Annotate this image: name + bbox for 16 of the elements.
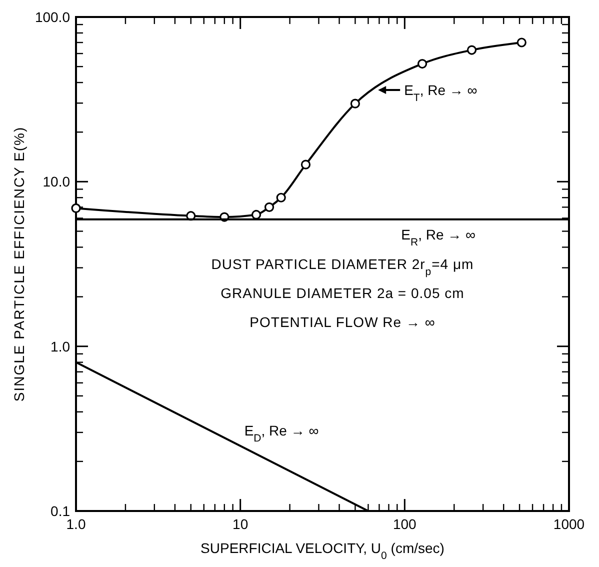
y-axis-title: SINGLE PARTICLE EFFICIENCY E(%) <box>11 126 27 402</box>
y-tick-label: 0.1 <box>50 503 70 519</box>
y-tick-label: 100.0 <box>34 9 70 25</box>
y-tick-label: 10.0 <box>42 174 70 190</box>
annotation: E$_{D}$, Re → ∞ <box>244 422 319 444</box>
x-tick-label: 100 <box>392 516 417 532</box>
x-axis-title: SUPERFICIAL VELOCITY, U$_{0}$ (cm/sec) <box>200 540 444 562</box>
x-tick-label: 1000 <box>553 516 585 532</box>
annotation: E$_{R}$, Re → ∞ <box>401 226 476 248</box>
x-tick-label: 10 <box>232 516 248 532</box>
x-tick-label: 1.0 <box>66 516 86 532</box>
y-tick-label: 1.0 <box>50 338 70 354</box>
annotation: POTENTIAL FLOW Re → ∞ <box>250 314 436 330</box>
annotation: E$_{T}$, Re → ∞ <box>404 82 478 104</box>
annotation: DUST PARTICLE DIAMETER 2r$_{p}$=4 μm <box>211 256 474 278</box>
annotation: GRANULE DIAMETER 2a = 0.05 cm <box>220 284 464 301</box>
